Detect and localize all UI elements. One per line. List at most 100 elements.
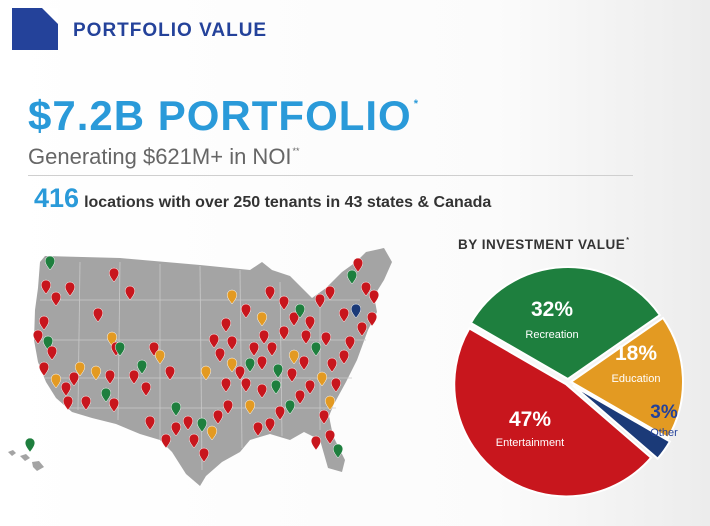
location-pin xyxy=(170,401,182,417)
location-pin xyxy=(256,311,268,327)
location-pin xyxy=(304,315,316,331)
location-pins xyxy=(24,255,380,463)
headline-text: $7.2B PORTFOLIO xyxy=(28,92,412,139)
pie-category-label-other: Other xyxy=(650,427,678,439)
location-pin xyxy=(38,361,50,377)
location-pin xyxy=(214,347,226,363)
location-pin xyxy=(316,371,328,387)
location-pin xyxy=(278,325,290,341)
subheadline-text: Generating $621M+ in NOI xyxy=(28,144,292,169)
location-pin xyxy=(332,443,344,459)
subheadline: Generating $621M+ in NOI** xyxy=(28,144,300,170)
location-pin xyxy=(108,397,120,413)
location-pin xyxy=(46,345,58,361)
location-pin xyxy=(124,285,136,301)
location-pin xyxy=(104,369,116,385)
location-pin xyxy=(222,399,234,415)
location-pin xyxy=(324,429,336,445)
chart-title-text: BY INVESTMENT VALUE xyxy=(458,237,626,252)
location-pin xyxy=(286,367,298,383)
location-pin xyxy=(32,329,44,345)
location-pin xyxy=(330,377,342,393)
headline-footnote-mark: * xyxy=(413,98,420,110)
location-pin xyxy=(62,395,74,411)
hawaii-shape xyxy=(8,450,44,471)
location-pin xyxy=(182,415,194,431)
location-pin xyxy=(60,381,72,397)
location-pin xyxy=(188,433,200,449)
location-pin xyxy=(208,333,220,349)
location-pin xyxy=(234,365,246,381)
location-pin xyxy=(44,255,56,271)
location-pin xyxy=(108,267,120,283)
location-pin xyxy=(240,377,252,393)
location-pin xyxy=(220,377,232,393)
pie-category-label-recreation: Recreation xyxy=(525,329,578,341)
location-pin xyxy=(288,349,300,365)
location-pin xyxy=(318,409,330,425)
location-pin xyxy=(128,369,140,385)
location-pin xyxy=(264,285,276,301)
location-pin xyxy=(50,373,62,389)
location-pin xyxy=(68,371,80,387)
location-pin xyxy=(154,349,166,365)
location-pin xyxy=(90,365,102,381)
location-pin xyxy=(300,329,312,345)
location-pin xyxy=(24,437,36,453)
header-accent-block xyxy=(12,8,58,50)
location-pin xyxy=(298,355,310,371)
location-pin xyxy=(324,285,336,301)
location-pin xyxy=(266,341,278,357)
pie-value-label-education: 18% xyxy=(615,342,657,365)
location-pin xyxy=(200,365,212,381)
location-pin xyxy=(100,387,112,403)
pie-value-label-other: 3% xyxy=(650,402,678,423)
chart-title-footnote-mark: * xyxy=(626,237,630,244)
location-pin xyxy=(278,295,290,311)
pie-svg: 32% Recreation 18% Education 3% Other 47% Enter… xyxy=(453,266,684,498)
location-pin xyxy=(294,389,306,405)
pie-slice-other xyxy=(572,384,672,461)
location-pin xyxy=(310,435,322,451)
chart-title: BY INVESTMENT VALUE* xyxy=(458,237,630,252)
location-pin xyxy=(346,269,358,285)
location-pin xyxy=(252,421,264,437)
headline: $7.2B PORTFOLIO * xyxy=(28,92,419,140)
location-pin xyxy=(366,311,378,327)
location-pin xyxy=(314,293,326,309)
location-pin xyxy=(226,289,238,305)
location-pin xyxy=(304,379,316,395)
location-pin xyxy=(368,289,380,305)
location-pin xyxy=(352,257,364,273)
location-pin xyxy=(258,329,270,345)
location-pin xyxy=(344,335,356,351)
pie-value-label-entertainment: 47% xyxy=(509,408,551,431)
location-pin xyxy=(114,341,126,357)
location-pin xyxy=(38,315,50,331)
stat-line: 416 locations with over 250 tenants in 43… xyxy=(34,183,491,214)
location-pin xyxy=(338,307,350,323)
page-title: PORTFOLIO VALUE xyxy=(73,20,268,41)
location-pin xyxy=(356,321,368,337)
location-pin xyxy=(244,399,256,415)
pie-value-label-recreation: 32% xyxy=(531,298,573,321)
location-pin xyxy=(274,405,286,421)
location-pin xyxy=(288,311,300,327)
location-pin xyxy=(92,307,104,323)
location-pin xyxy=(80,395,92,411)
location-pin xyxy=(326,357,338,373)
location-pin xyxy=(196,417,208,433)
location-pin xyxy=(248,341,260,357)
location-pin xyxy=(360,281,372,297)
location-pin xyxy=(220,317,232,333)
location-pin xyxy=(198,447,210,463)
us-locations-map xyxy=(0,240,440,521)
divider xyxy=(28,175,633,176)
location-pin xyxy=(164,365,176,381)
location-pin xyxy=(212,409,224,425)
location-pin xyxy=(64,281,76,297)
location-pin xyxy=(160,433,172,449)
location-pin xyxy=(310,341,322,357)
pie-slice-education xyxy=(569,316,684,440)
pie-category-label-education: Education xyxy=(612,373,661,385)
